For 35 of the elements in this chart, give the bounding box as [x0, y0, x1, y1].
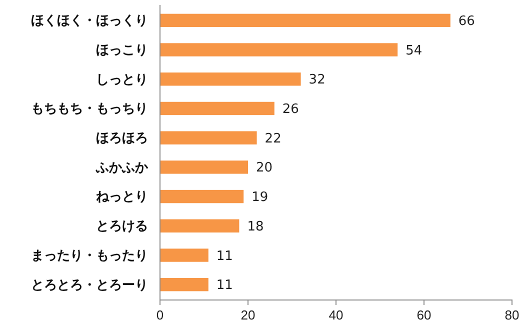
x-tick-label: 0	[156, 308, 164, 323]
bar	[160, 102, 274, 116]
bar	[160, 43, 398, 56]
data-label: 19	[252, 190, 268, 206]
data-label: 11	[216, 278, 233, 294]
y-tick-label: ほっこり	[96, 42, 148, 57]
data-label: 32	[308, 72, 326, 88]
bar	[160, 160, 248, 174]
y-tick-label: ほろほろ	[96, 130, 148, 145]
bar	[160, 14, 450, 28]
y-tick-label: とろける	[96, 218, 148, 234]
data-label: 11	[216, 248, 233, 264]
y-tick-label: ふかふか	[95, 159, 149, 174]
y-tick-label: ねっとり	[96, 188, 148, 204]
data-label: 26	[282, 102, 299, 118]
data-label: 22	[264, 131, 282, 146]
x-tick-label: 20	[240, 308, 256, 323]
data-label: 54	[406, 43, 422, 58]
data-label: 20	[256, 160, 273, 176]
data-label: 18	[247, 219, 264, 234]
data-label: 66	[458, 14, 475, 29]
x-tick-label: 40	[328, 308, 344, 323]
y-tick-label: ほくほく・ほっくり	[31, 12, 148, 28]
bar	[160, 190, 244, 204]
y-tick-label: まったり・もったり	[31, 247, 148, 262]
bar	[160, 131, 257, 144]
x-tick-label: 60	[416, 308, 432, 323]
bar	[160, 248, 208, 262]
y-tick-label: もちもち・もっちり	[31, 100, 148, 116]
x-tick-label: 80	[504, 308, 520, 323]
y-tick-label: とろとろ・とろーり	[31, 276, 148, 292]
bar	[160, 72, 301, 86]
bar	[160, 219, 240, 232]
y-tick-label: しっとり	[96, 71, 148, 86]
bar	[160, 278, 208, 292]
